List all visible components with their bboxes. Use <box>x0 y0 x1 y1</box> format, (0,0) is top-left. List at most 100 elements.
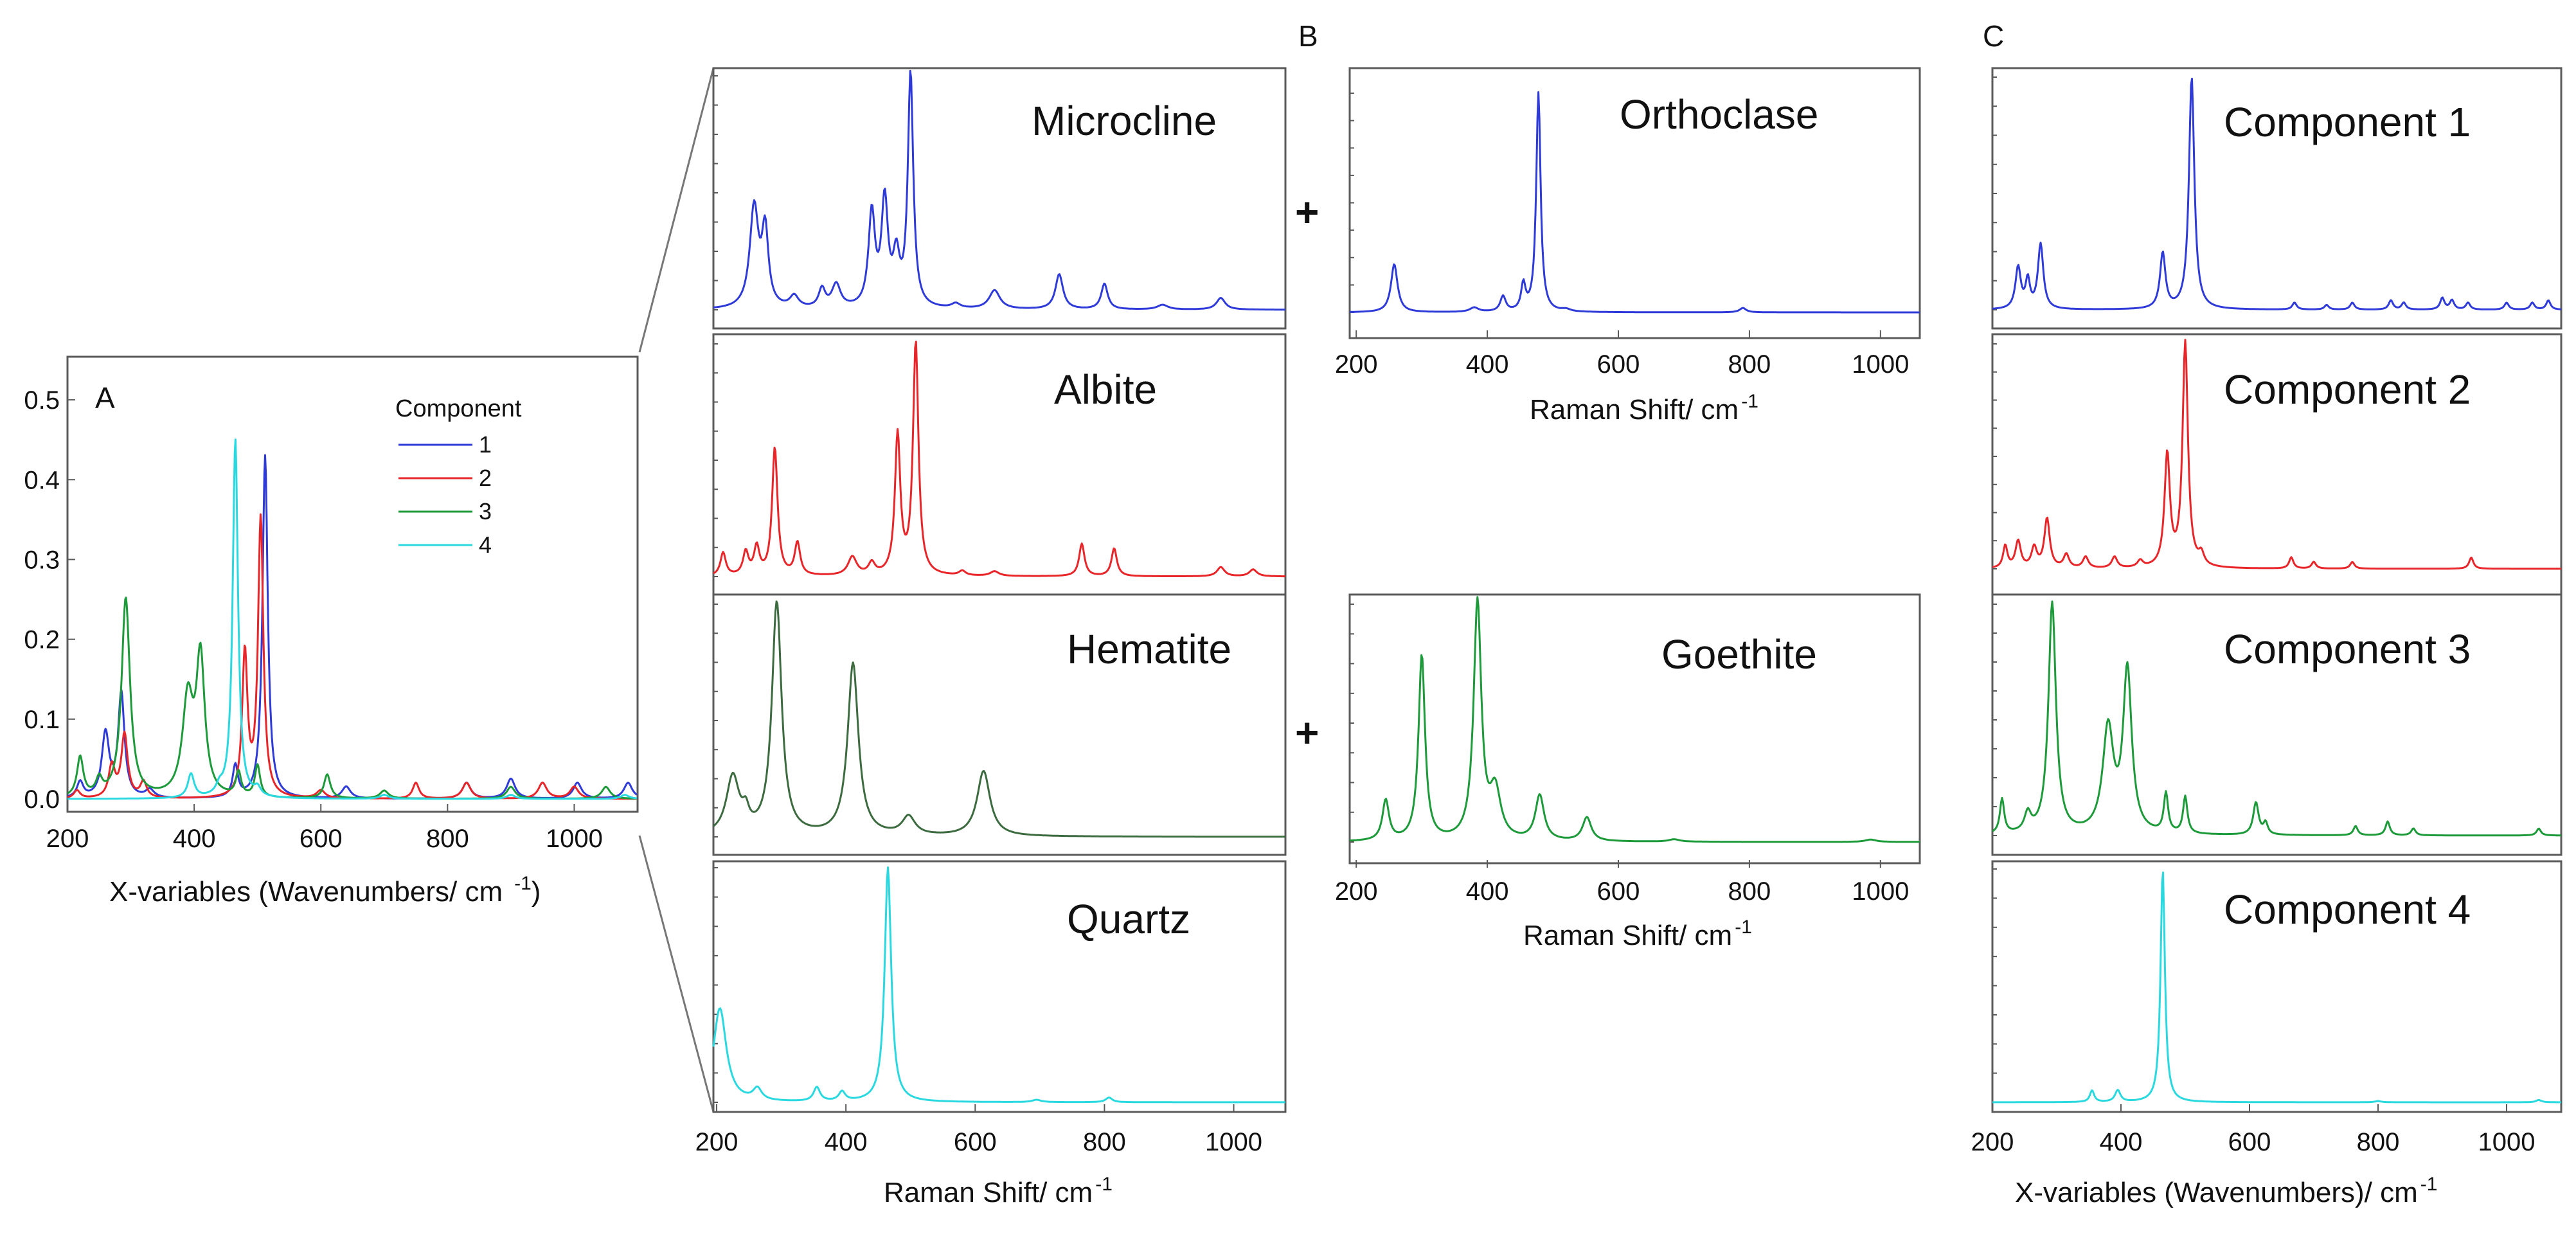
panel-c-letter: C <box>1983 19 2004 53</box>
label-component-4: Component 4 <box>2224 886 2471 933</box>
panel-quartz: Quartz <box>712 860 1287 1113</box>
goethite-x-title-exp: -1 <box>1735 917 1752 938</box>
panel-a: A 0.0 0.1 0.2 0.3 0.4 0.5 200 400 600 800 1000 Com… <box>24 355 639 908</box>
label-orthoclase: Orthoclase <box>1620 91 1818 138</box>
plus-sign-top: + <box>1295 189 1319 235</box>
goethite-x-tick-label: 400 <box>1466 877 1509 906</box>
legend-title: Component <box>395 395 522 422</box>
plot-albite <box>713 341 1285 578</box>
panel-orthoclase: 200 400 600 800 1000 Orthoclase <box>1335 67 1921 379</box>
panel-albite-frame <box>712 333 1287 596</box>
panel-component-3-frame <box>1991 593 2563 856</box>
panel-albite: Albite <box>712 333 1287 596</box>
panel-a-x-tick-label: 600 <box>300 825 343 853</box>
orthoclase-x-tick-label: 600 <box>1597 350 1640 379</box>
goethite-x-axis-title: Raman Shift/ cm -1 <box>1523 917 1752 951</box>
component-4-spectrum-line <box>1992 872 2561 1104</box>
albite-spectrum-line <box>713 341 1285 578</box>
zoom-connector-top <box>638 67 715 353</box>
component-2-spectrum-line <box>1992 339 2561 570</box>
column-c-x-tick-label: 600 <box>2228 1128 2271 1156</box>
column-c-x-title-exp: -1 <box>2420 1174 2438 1195</box>
panel-a-y-tick-label: 0.3 <box>24 546 60 574</box>
quartz-spectrum-line <box>712 866 1285 1104</box>
orthoclase-x-tick-label: 200 <box>1335 350 1378 379</box>
column-b-x-axis-title: Raman Shift/ cm -1 <box>884 1174 1113 1208</box>
plot-component-2 <box>1992 339 2561 570</box>
plot-component-3 <box>1992 600 2561 837</box>
panel-component-1-frame <box>1991 67 2563 330</box>
panel-a-frame <box>66 355 639 813</box>
plot-quartz <box>712 866 1285 1104</box>
panel-component-1: Component 1 <box>1991 67 2563 330</box>
column-c-x-tick-label: 400 <box>2100 1128 2143 1156</box>
goethite-x-tick-label: 1000 <box>1852 877 1909 906</box>
panel-component-2: Component 2 <box>1991 333 2563 596</box>
panel-a-x-title-close: ) <box>532 876 541 908</box>
panel-a-x-tick-label: 800 <box>426 825 469 853</box>
panel-a-x-tick-label: 1000 <box>546 825 603 853</box>
orthoclase-spectrum-line <box>1350 91 1920 314</box>
label-goethite: Goethite <box>1661 631 1817 677</box>
panel-component-4-frame <box>1991 860 2563 1113</box>
column-b-x-tick-label: 800 <box>1083 1128 1126 1156</box>
panel-a-y-tick-label: 0.4 <box>24 466 60 494</box>
panel-hematite-frame <box>712 593 1287 856</box>
goethite-x-title-main: Raman Shift/ cm <box>1523 920 1732 951</box>
orthoclase-x-title-main: Raman Shift/ cm <box>1530 394 1739 425</box>
panel-component-3: Component 3 <box>1991 593 2563 856</box>
label-albite: Albite <box>1054 366 1157 413</box>
column-b-x-tick-label: 1000 <box>1205 1128 1262 1156</box>
panel-microcline-frame <box>712 67 1287 330</box>
label-quartz: Quartz <box>1067 896 1190 942</box>
panel-a-y-tick-label: 0.5 <box>24 386 60 415</box>
goethite-x-tick-label: 200 <box>1335 877 1378 906</box>
orthoclase-x-title-exp: -1 <box>1741 391 1758 412</box>
legend-label-4: 4 <box>479 532 492 558</box>
plot-orthoclase: 200 400 600 800 1000 <box>1335 91 1920 379</box>
column-b-x-axis: 200 400 600 800 1000 <box>695 1104 1262 1156</box>
label-hematite: Hematite <box>1067 626 1231 672</box>
plot-hematite <box>713 600 1285 838</box>
column-b-x-title-main: Raman Shift/ cm <box>884 1177 1093 1208</box>
plot-component-1 <box>1992 76 2562 310</box>
component-3-spectrum-line <box>1992 600 2561 837</box>
panel-a-series-1-line <box>67 454 638 800</box>
panel-a-x-title-exp: -1 <box>514 873 532 894</box>
panel-quartz-frame <box>712 860 1287 1113</box>
column-c-x-tick-label: 1000 <box>2478 1128 2536 1156</box>
panel-goethite-frame <box>1348 593 1921 864</box>
goethite-x-tick-label: 600 <box>1597 877 1640 906</box>
label-component-3: Component 3 <box>2224 626 2471 672</box>
plot-microcline <box>713 69 1285 311</box>
legend: Component 1 2 3 4 <box>395 395 522 558</box>
panel-a-x-title-main: X-variables (Wavenumbers/ cm <box>109 876 503 908</box>
component-1-spectrum-line <box>1992 77 2562 310</box>
label-component-1: Component 1 <box>2224 99 2471 145</box>
column-b-x-title-exp: -1 <box>1095 1174 1113 1195</box>
plus-sign-bottom: + <box>1295 710 1319 756</box>
panel-a-series-3-line <box>67 596 638 800</box>
panel-hematite: Hematite <box>712 593 1287 856</box>
plot-goethite: 200 400 600 800 1000 <box>1335 596 1920 906</box>
orthoclase-x-axis-title: Raman Shift/ cm -1 <box>1530 391 1758 425</box>
microcline-spectrum-line <box>713 69 1285 311</box>
panel-a-y-tick-label: 0.1 <box>24 706 60 734</box>
legend-label-3: 3 <box>479 498 492 524</box>
panel-b-letter: B <box>1298 19 1318 53</box>
panel-a-y-tick-label: 0.2 <box>24 626 60 654</box>
panel-a-x-tick-label: 400 <box>173 825 216 853</box>
panel-a-y-tick-label: 0.0 <box>24 785 60 814</box>
column-c-x-tick-label: 200 <box>1971 1128 2014 1156</box>
orthoclase-x-tick-label: 800 <box>1728 350 1771 379</box>
panel-a-x-tick-label: 200 <box>46 825 89 853</box>
column-c-x-axis: 200 400 600 800 1000 <box>1971 1104 2536 1156</box>
column-c-x-tick-label: 800 <box>2357 1128 2400 1156</box>
column-b-x-tick-label: 400 <box>825 1128 868 1156</box>
panel-a-letter: A <box>95 381 115 415</box>
column-b-x-tick-label: 200 <box>695 1128 738 1156</box>
legend-label-1: 1 <box>479 431 492 458</box>
goethite-spectrum-line <box>1349 596 1920 843</box>
panel-microcline: Microcline <box>712 67 1287 330</box>
